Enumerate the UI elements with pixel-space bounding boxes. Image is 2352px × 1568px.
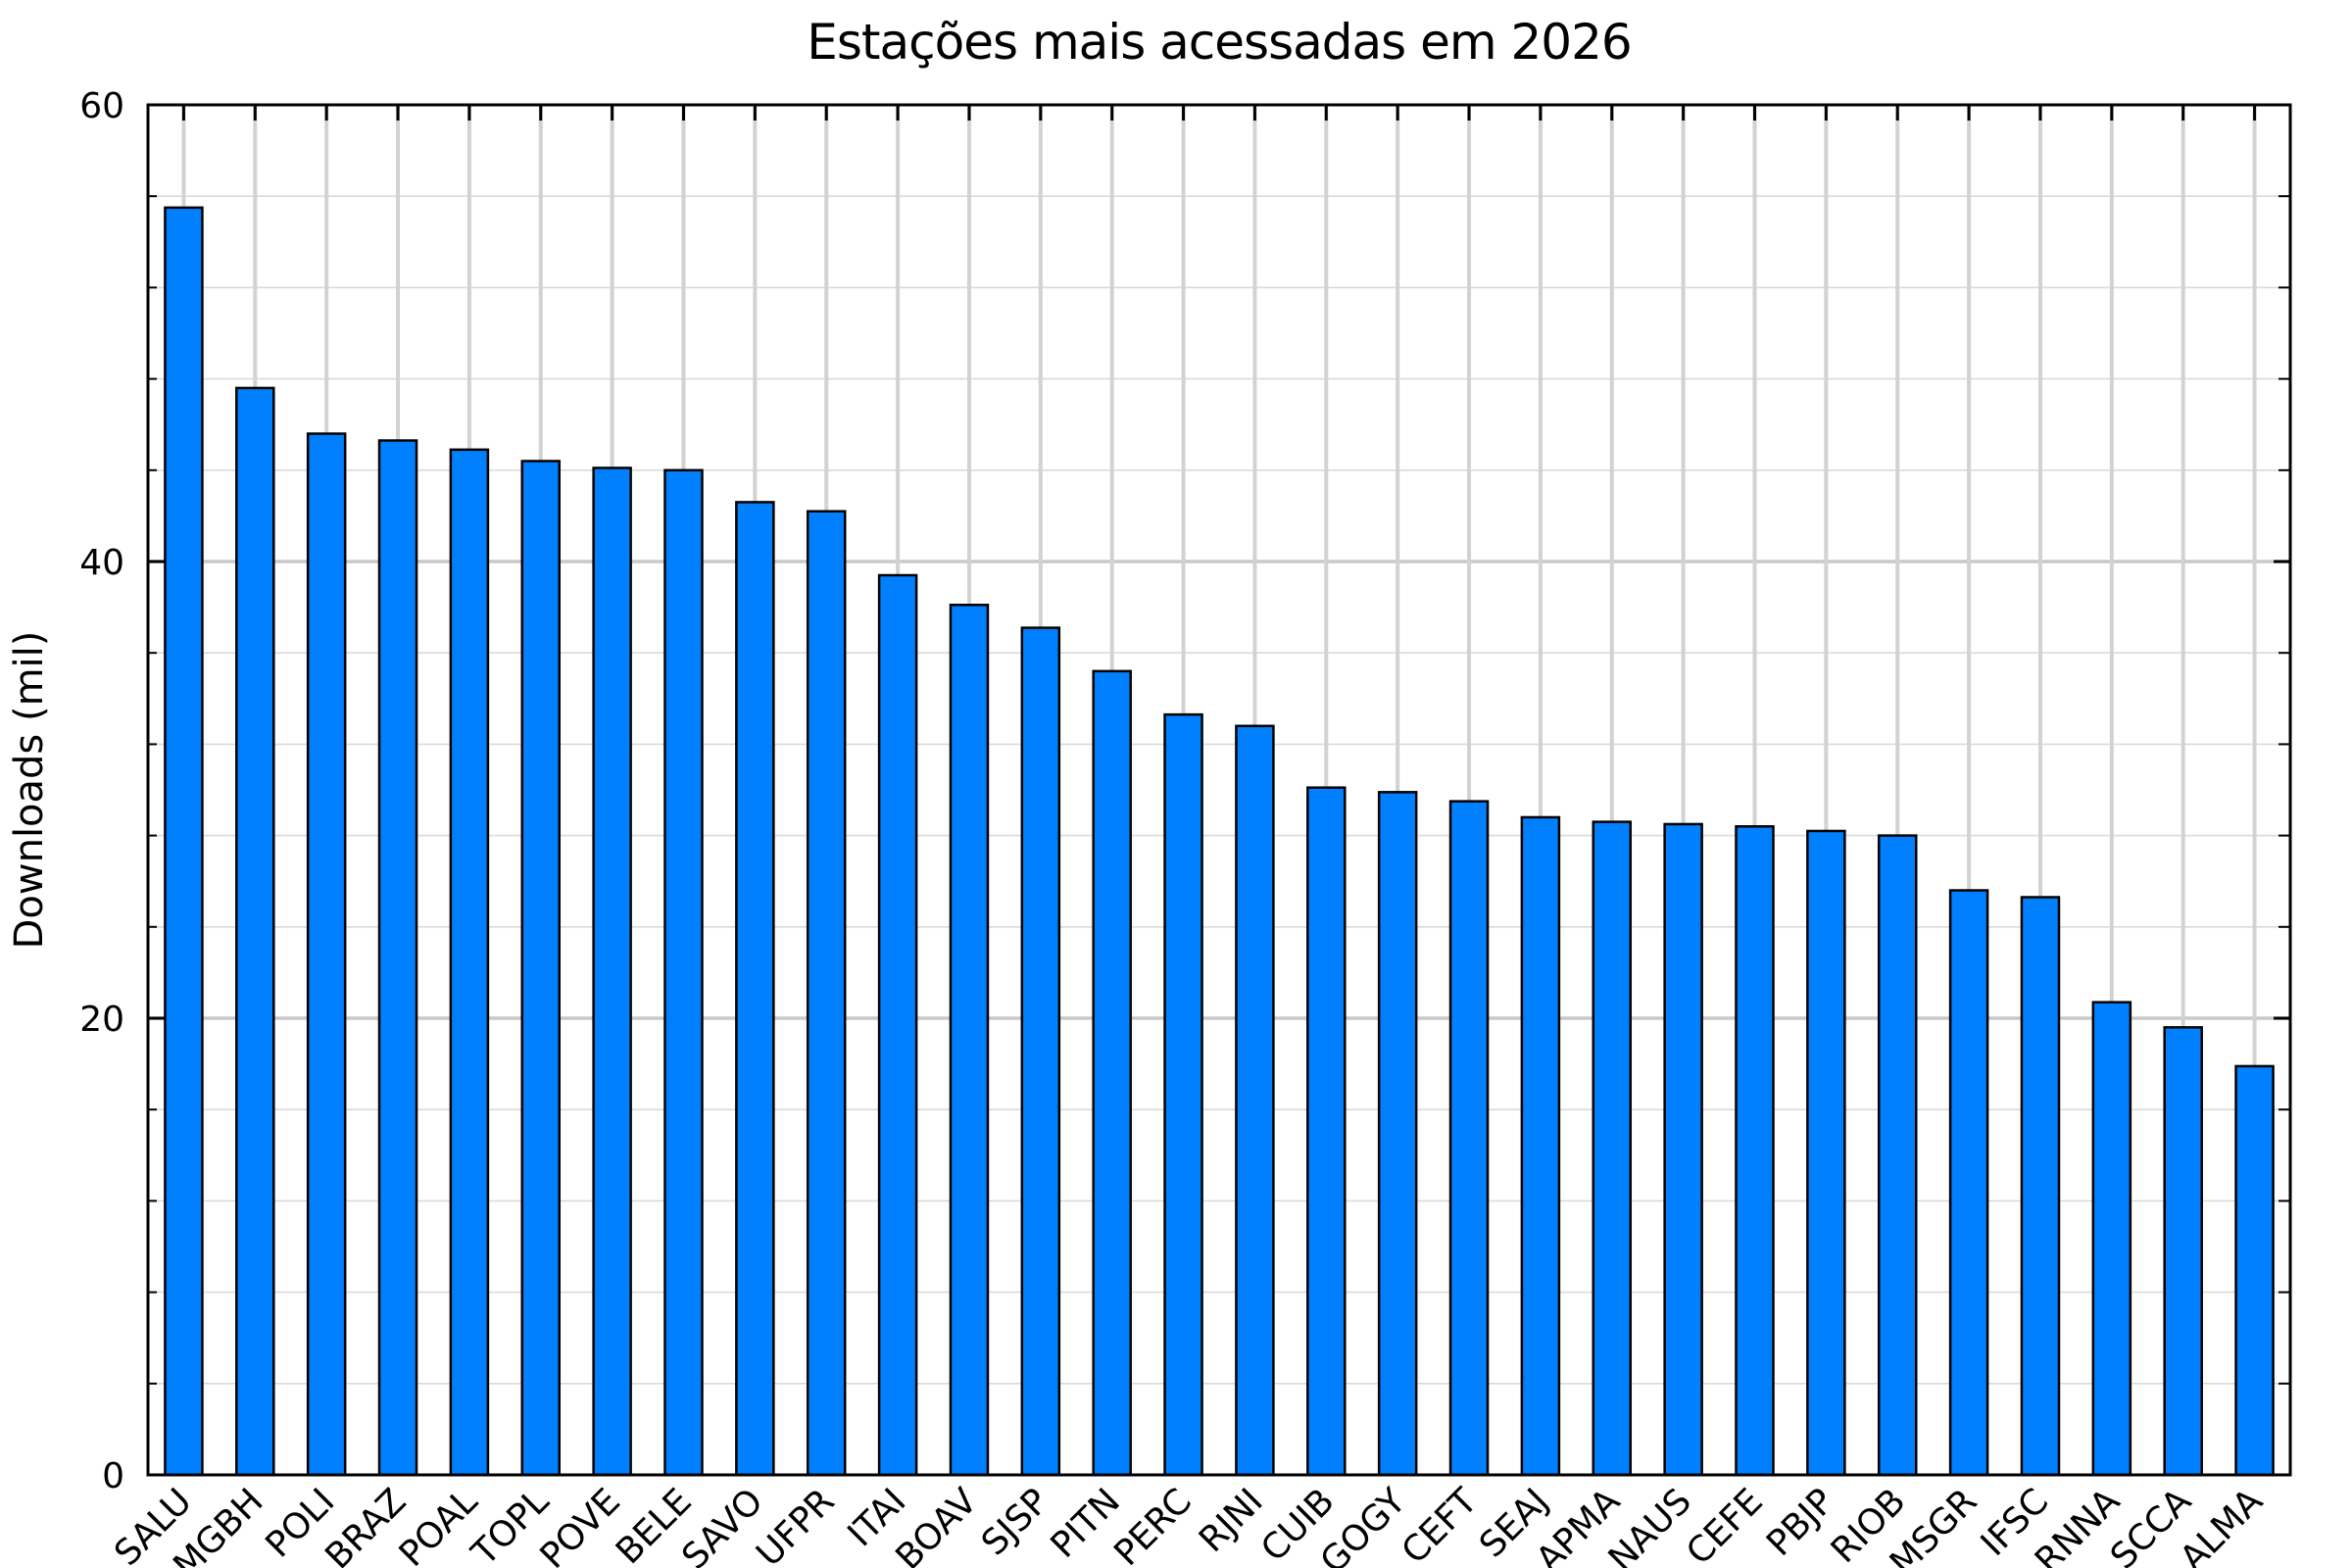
bar-IFSC [2020, 896, 2061, 1477]
bar-SJSP [1020, 626, 1061, 1477]
bar-NAUS [1663, 822, 1703, 1477]
bar-BELE [663, 468, 704, 1477]
bar-RIOB [1877, 834, 1918, 1477]
x-tick-label: UFPR [749, 1481, 842, 1568]
bar-BRAZ [377, 439, 418, 1477]
x-tick-label: GOGY [1313, 1481, 1414, 1568]
bar-CUIB [1306, 786, 1347, 1477]
chart-title: Estações mais acessadas em 2026 [807, 14, 1632, 71]
y-tick-label: 0 [102, 1456, 124, 1496]
bar-SEAJ [1520, 815, 1561, 1477]
bar-APMA [1592, 820, 1633, 1477]
bar-MGBH [235, 386, 275, 1477]
bar-SAVO [735, 501, 775, 1477]
x-tick-label: CEFE [1679, 1481, 1771, 1568]
axes-spines [146, 103, 2292, 1477]
x-tick-label: PBJP [1759, 1481, 1842, 1564]
bar-UFPR [806, 510, 847, 1477]
bar-POLI [306, 432, 347, 1477]
x-tick-label: ALMA [2173, 1481, 2271, 1568]
bar-PITN [1092, 669, 1132, 1477]
y-tick-label: 60 [79, 86, 124, 126]
bar-SALU [164, 206, 204, 1477]
x-tick-label: PERC [1106, 1481, 1200, 1568]
y-tick-label: 20 [79, 1000, 124, 1040]
bar-PBJP [1806, 829, 1846, 1477]
bar-MSGR [1948, 889, 1989, 1477]
x-tick-label: RJNI [1192, 1481, 1271, 1560]
x-tick-label: BOAV [889, 1481, 986, 1568]
bar-PERC [1163, 712, 1203, 1477]
bar-POVE [592, 466, 632, 1477]
x-tick-label: CEFT [1395, 1481, 1486, 1568]
x-tick-label: NAUS [1601, 1481, 1699, 1568]
bar-SCCA [2163, 1026, 2203, 1477]
bar-POAL [449, 448, 490, 1477]
x-tick-label: SJSP [974, 1481, 1056, 1563]
bar-TOPL [520, 460, 562, 1477]
bar-BOAV [949, 604, 990, 1477]
x-tick-label: POVE [533, 1481, 628, 1568]
bar-ALMA [2234, 1064, 2275, 1477]
bar-CEFT [1448, 800, 1490, 1477]
bar-ITAI [877, 573, 918, 1477]
x-tick-label: POAL [392, 1481, 486, 1568]
bar-RNNA [2091, 1001, 2132, 1477]
y-tick-label: 40 [79, 543, 124, 583]
bar-RJNI [1235, 724, 1275, 1477]
bar-CEFE [1735, 825, 1775, 1477]
y-axis-label: Downloads (mil) [7, 630, 52, 950]
bar-GOGY [1377, 791, 1418, 1477]
